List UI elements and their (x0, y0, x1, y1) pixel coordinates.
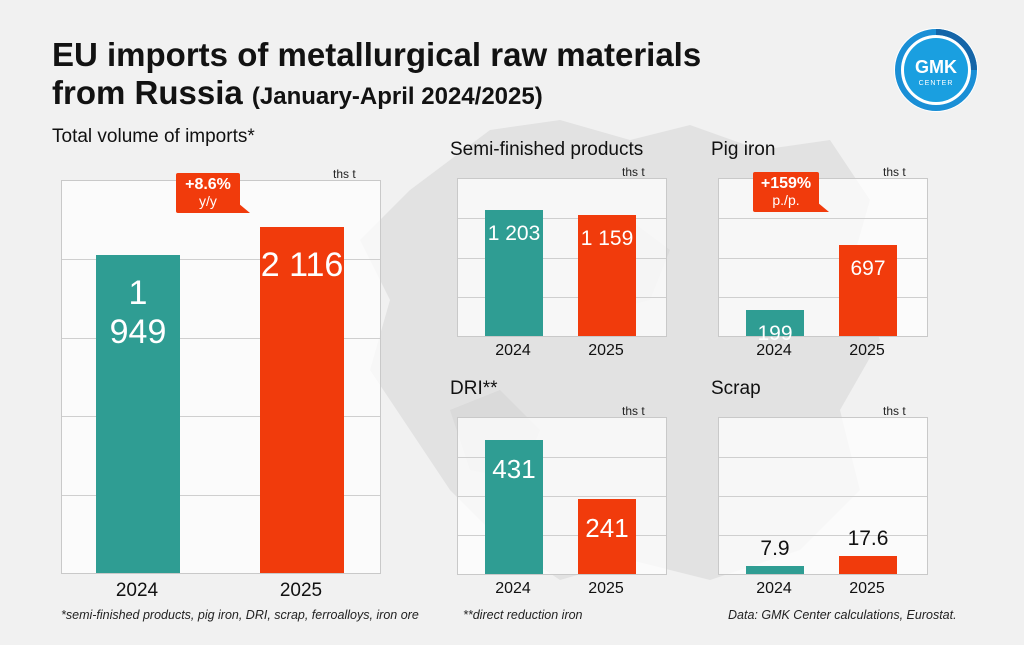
dri-value-label-2024: 431 (492, 454, 536, 485)
pig-iron-category-label-2025: 2025 (849, 342, 885, 359)
semi-finished-gridline (458, 297, 666, 298)
dri-category-label-2024: 2024 (495, 580, 531, 597)
logo-text-main: GMK (915, 57, 957, 77)
title-line2: from Russia (52, 74, 243, 111)
dri-gridline (458, 496, 666, 497)
total-value-label-2025: 2 116 (260, 245, 344, 284)
dri-value-label-2025: 241 (585, 513, 629, 544)
pig-iron-bar-2024 (746, 310, 804, 336)
dri-chart-title: DRI** (450, 378, 498, 399)
scrap-gridline (719, 496, 927, 497)
total-gridline (62, 259, 380, 260)
pig-iron-gridline (719, 218, 927, 219)
pig-iron-change-badge: +159% p./p. (753, 172, 829, 212)
pig-iron-change-unit: p./p. (772, 192, 800, 208)
scrap-category-label-2025: 2025 (849, 580, 885, 597)
total-category-label-2025: 2025 (279, 580, 323, 601)
total-value-label-2024: 1 949 (109, 273, 167, 351)
scrap-value-label-2024: 7.9 (760, 537, 790, 560)
total-gridline (62, 338, 380, 339)
scrap-value-label-2025: 17.6 (847, 527, 889, 550)
footnote-total: *semi-finished products, pig iron, DRI, … (61, 608, 419, 622)
dri-chart-plot: 431 241 (457, 417, 667, 575)
dri-gridline (458, 535, 666, 536)
semi-finished-chart-plot: 1 203 1 159 (457, 178, 667, 337)
pig-iron-category-label-2024: 2024 (756, 342, 792, 359)
footnote-source: Data: GMK Center calculations, Eurostat. (728, 608, 957, 622)
page-title: EU imports of metallurgical raw material… (52, 36, 812, 116)
gmk-center-logo: GMK CENTER (894, 28, 978, 112)
semi-finished-chart-title: Semi-finished products (450, 139, 644, 160)
title-period: (January-April 2024/2025) (251, 83, 543, 110)
total-chart-plot: 1 949 2 116 (61, 180, 381, 574)
pig-iron-bar-2025 (839, 245, 897, 336)
pig-iron-value-label-2024: 199 (757, 321, 793, 345)
semi-finished-value-label-2025: 1 159 (580, 226, 634, 250)
pig-iron-unit-label: ths t (883, 165, 906, 179)
dri-unit-label: ths t (622, 404, 645, 418)
semi-finished-value-label-2024: 1 203 (487, 221, 541, 245)
total-category-label-2024: 2024 (115, 580, 159, 601)
scrap-unit-label: ths t (883, 404, 906, 418)
semi-finished-gridline (458, 258, 666, 259)
dri-gridline (458, 457, 666, 458)
logo-text-sub: CENTER (919, 80, 954, 87)
semi-finished-gridline (458, 218, 666, 219)
total-chart-title: Total volume of imports* (52, 126, 255, 147)
scrap-bar-2024 (746, 566, 804, 574)
pig-iron-value-label-2025: 697 (850, 256, 886, 280)
scrap-chart-title: Scrap (711, 378, 761, 399)
dri-bar-2025 (578, 499, 636, 574)
total-change-value: +8.6% (185, 176, 231, 193)
total-gridline (62, 416, 380, 417)
semi-finished-category-label-2024: 2024 (495, 342, 531, 359)
scrap-gridline (719, 535, 927, 536)
total-bar-2025 (260, 227, 344, 573)
pig-iron-gridline (719, 258, 927, 259)
semi-finished-category-label-2025: 2025 (588, 342, 624, 359)
dri-category-label-2025: 2025 (588, 580, 624, 597)
scrap-gridline (719, 457, 927, 458)
scrap-bar-2025 (839, 556, 897, 574)
total-change-badge: +8.6% y/y (176, 173, 250, 213)
scrap-chart-plot: 7.9 17.6 (718, 417, 928, 575)
semi-finished-bar-2024 (485, 210, 543, 336)
total-bar-2024 (96, 255, 180, 573)
title-line1: EU imports of metallurgical raw material… (52, 36, 702, 73)
dri-bar-2024 (485, 440, 543, 574)
scrap-category-label-2024: 2024 (756, 580, 792, 597)
total-gridline (62, 495, 380, 496)
total-change-unit: y/y (199, 193, 217, 209)
semi-finished-bar-2025 (578, 215, 636, 336)
semi-finished-unit-label: ths t (622, 165, 645, 179)
pig-iron-chart-title: Pig iron (711, 139, 776, 160)
footnote-dri: **direct reduction iron (463, 608, 583, 622)
total-unit-label: ths t (333, 167, 356, 181)
pig-iron-change-value: +159% (760, 175, 812, 192)
pig-iron-gridline (719, 297, 927, 298)
